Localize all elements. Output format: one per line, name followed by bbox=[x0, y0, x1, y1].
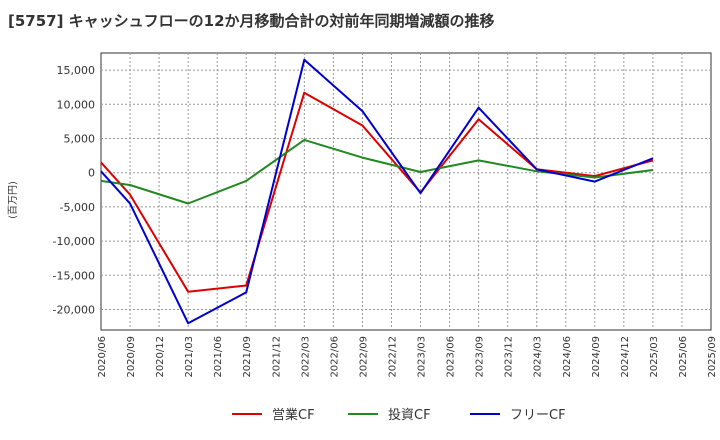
x-tick-label: 2022/06 bbox=[329, 336, 340, 378]
x-tick-label: 2021/12 bbox=[271, 336, 282, 378]
y-tick-label: 5,000 bbox=[64, 132, 96, 145]
plot-area bbox=[100, 52, 712, 331]
x-tick-label: 2024/03 bbox=[533, 336, 544, 378]
legend-label-1: 投資CF bbox=[388, 407, 431, 423]
x-tick-label: 2020/09 bbox=[126, 336, 137, 378]
x-tick-label: 2023/06 bbox=[446, 336, 457, 378]
x-tick-label: 2024/09 bbox=[591, 336, 602, 378]
y-tick-label: -15,000 bbox=[53, 269, 95, 282]
series-line-2 bbox=[100, 58, 654, 325]
y-tick-label: -10,000 bbox=[53, 235, 95, 248]
series-lines bbox=[100, 58, 654, 325]
y-tick-label: 10,000 bbox=[57, 98, 96, 111]
legend: 営業CF 投資CF フリーCF bbox=[232, 407, 566, 423]
x-tick-label: 2022/12 bbox=[387, 336, 398, 378]
y-tick-label: -20,000 bbox=[53, 303, 95, 316]
x-tick-label: 2022/03 bbox=[300, 336, 311, 378]
y-tick-label: -5,000 bbox=[60, 201, 95, 214]
x-tick-label: 2020/12 bbox=[155, 336, 166, 378]
x-tick-label: 2024/06 bbox=[562, 336, 573, 378]
x-tick-label: 2023/12 bbox=[504, 336, 515, 378]
ticks-y: 15,000 10,000 5,000 0 -5,000 -10,000 -15,000 -2… bbox=[53, 64, 95, 316]
ticks-x: 2020/06 2020/09 2020/12 2021/03 2021/06 2021/… bbox=[97, 336, 718, 378]
x-tick-label: 2024/12 bbox=[620, 336, 631, 378]
x-tick-label: 2021/09 bbox=[242, 336, 253, 378]
x-tick-label: 2023/09 bbox=[475, 336, 486, 378]
x-tick-label: 2022/09 bbox=[358, 336, 369, 378]
y-tick-label: 15,000 bbox=[57, 64, 96, 77]
legend-label-0: 営業CF bbox=[272, 407, 315, 423]
y-axis-label: (百万円) bbox=[7, 181, 19, 219]
x-tick-label: 2020/06 bbox=[97, 336, 108, 378]
x-tick-label: 2025/06 bbox=[678, 336, 689, 378]
chart-title: [5757] キャッシュフローの12か月移動合計の対前年同期増減額の推移 bbox=[8, 12, 495, 30]
x-tick-label: 2025/03 bbox=[649, 336, 660, 378]
x-tick-label: 2021/03 bbox=[184, 336, 195, 378]
legend-label-2: フリーCF bbox=[510, 408, 566, 423]
y-tick-label: 0 bbox=[88, 167, 95, 180]
series-line-0 bbox=[100, 91, 654, 293]
x-tick-label: 2021/06 bbox=[213, 336, 224, 378]
x-tick-label: 2025/09 bbox=[707, 336, 718, 378]
x-tick-label: 2023/03 bbox=[417, 336, 428, 378]
